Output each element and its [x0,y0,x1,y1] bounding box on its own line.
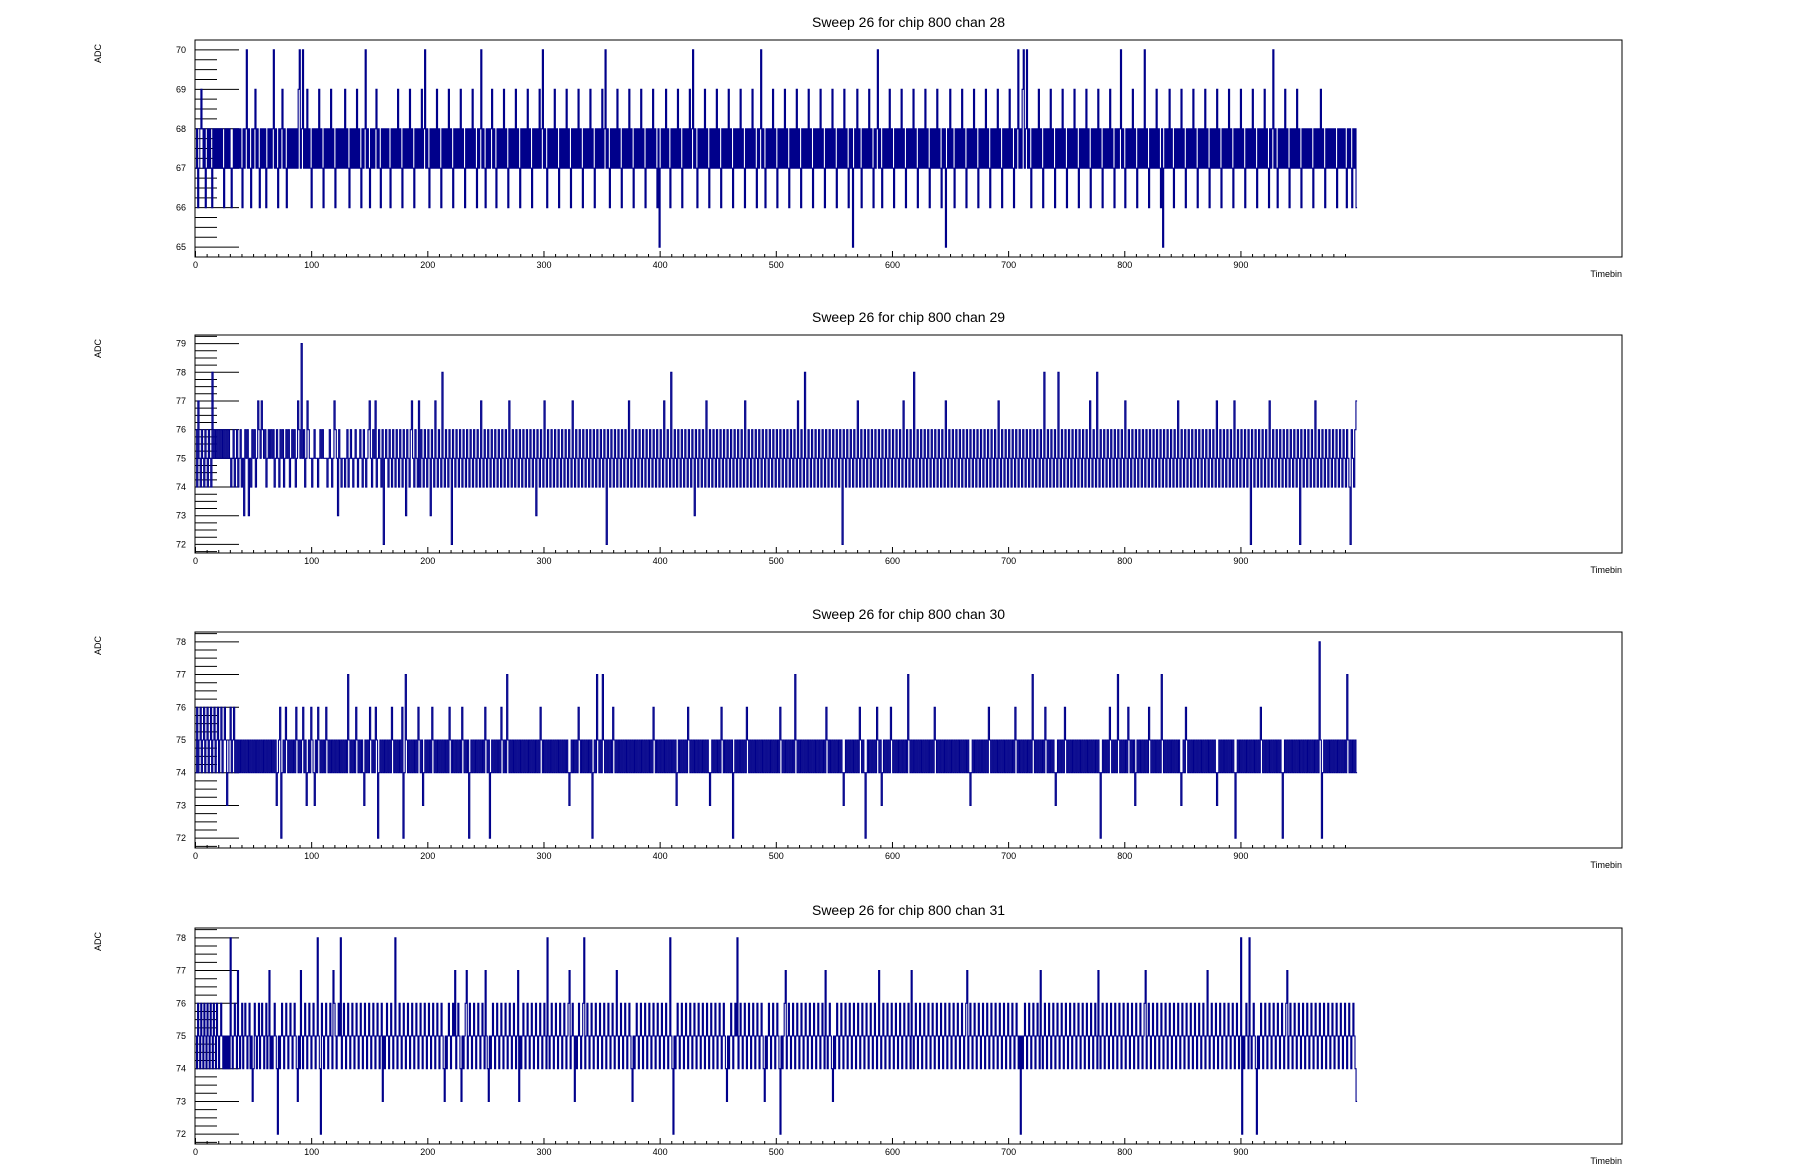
x-tick-label: 200 [420,556,435,566]
x-tick-label: 0 [193,851,198,861]
x-tick-label: 0 [193,260,198,270]
x-tick-label: 100 [304,260,319,270]
x-tick-label: 800 [1117,1147,1132,1157]
y-tick-label: 68 [176,124,186,134]
x-tick-label: 200 [420,851,435,861]
data-series-line [195,641,1358,839]
chart-title: Sweep 26 for chip 800 chan 30 [812,606,1005,622]
y-axis-label: ADC [93,932,103,952]
y-tick-label: 76 [176,425,186,435]
x-tick-label: 900 [1233,556,1248,566]
x-tick-label: 800 [1117,556,1132,566]
x-tick-label: 700 [1001,556,1016,566]
x-tick-label: 500 [769,260,784,270]
x-tick-label: 700 [1001,260,1016,270]
y-tick-label: 78 [176,637,186,647]
x-tick-label: 100 [304,851,319,861]
y-tick-label: 74 [176,482,186,492]
y-axis-label: ADC [93,636,103,656]
y-axis-label: ADC [93,339,103,359]
chart-title: Sweep 26 for chip 800 chan 29 [812,309,1005,325]
x-tick-label: 900 [1233,260,1248,270]
plot-frame [194,334,1623,554]
x-tick-label: 0 [193,556,198,566]
y-tick-label: 70 [176,45,186,55]
y-tick-label: 72 [176,833,186,843]
x-tick-label: 100 [304,1147,319,1157]
chart-panel-3: Sweep 26 for chip 800 chan 31 ADC Timebin 7… [93,902,1623,1166]
y-tick-label: 78 [176,367,186,377]
y-tick-label: 69 [176,84,186,94]
x-tick-label: 400 [653,556,668,566]
x-tick-label: 300 [536,556,551,566]
x-tick-label: 900 [1233,851,1248,861]
y-tick-label: 74 [176,1064,186,1074]
x-tick-label: 500 [769,1147,784,1157]
x-axis-label: Timebin [1590,860,1622,870]
x-axis-label: Timebin [1590,1156,1622,1166]
x-tick-label: 600 [885,556,900,566]
y-tick-label: 67 [176,163,186,173]
y-tick-label: 79 [176,339,186,349]
x-tick-label: 300 [536,1147,551,1157]
x-tick-label: 600 [885,1147,900,1157]
chart-title: Sweep 26 for chip 800 chan 28 [812,14,1005,30]
y-tick-label: 72 [176,1129,186,1139]
x-tick-label: 600 [885,851,900,861]
x-tick-label: 300 [536,260,551,270]
x-tick-label: 700 [1001,1147,1016,1157]
x-axis-label: Timebin [1590,565,1622,575]
x-tick-label: 700 [1001,851,1016,861]
y-tick-label: 75 [176,1031,186,1041]
chart-panel-2: Sweep 26 for chip 800 chan 30 ADC Timebin 7… [93,606,1623,870]
y-tick-label: 72 [176,539,186,549]
x-tick-label: 900 [1233,1147,1248,1157]
x-tick-label: 500 [769,556,784,566]
chart-panel-0: Sweep 26 for chip 800 chan 28 ADC Timebin 6… [93,14,1623,279]
y-tick-label: 78 [176,933,186,943]
x-tick-label: 200 [420,260,435,270]
y-tick-label: 77 [176,670,186,680]
y-axis-label: ADC [93,44,103,64]
x-axis-label: Timebin [1590,269,1622,279]
chart-title: Sweep 26 for chip 800 chan 31 [812,902,1005,918]
data-series-line [195,343,1358,545]
x-tick-label: 600 [885,260,900,270]
x-tick-label: 400 [653,1147,668,1157]
y-tick-label: 75 [176,735,186,745]
y-tick-label: 74 [176,768,186,778]
y-tick-label: 75 [176,453,186,463]
y-tick-label: 76 [176,998,186,1008]
x-tick-label: 300 [536,851,551,861]
x-tick-label: 0 [193,1147,198,1157]
x-tick-label: 500 [769,851,784,861]
x-tick-label: 800 [1117,851,1132,861]
y-tick-label: 66 [176,203,186,213]
data-series-line [195,49,1358,248]
x-tick-label: 800 [1117,260,1132,270]
y-tick-label: 65 [176,242,186,252]
x-tick-label: 200 [420,1147,435,1157]
y-tick-label: 77 [176,966,186,976]
x-tick-label: 400 [653,260,668,270]
x-tick-label: 100 [304,556,319,566]
x-tick-label: 400 [653,851,668,861]
y-tick-label: 77 [176,396,186,406]
data-series-line [195,937,1358,1135]
y-tick-label: 76 [176,702,186,712]
y-tick-label: 73 [176,511,186,521]
y-tick-label: 73 [176,1096,186,1106]
chart-panel-1: Sweep 26 for chip 800 chan 29 ADC Timebin 7… [93,309,1623,575]
y-tick-label: 73 [176,800,186,810]
